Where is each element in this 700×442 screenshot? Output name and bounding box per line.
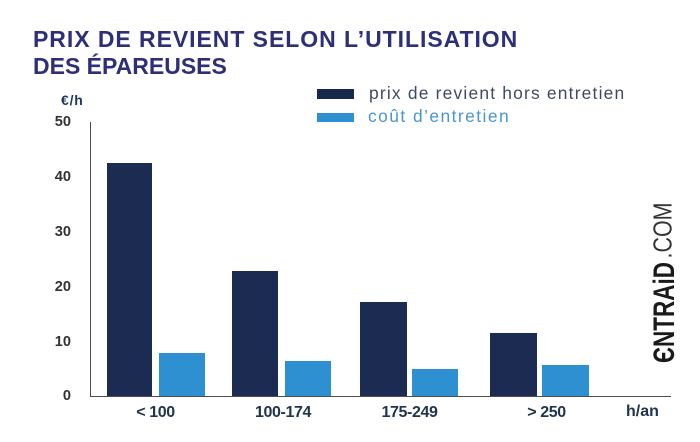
svg-text:.COM: .COM (648, 203, 678, 259)
svg-text:ЄNTRAiD: ЄNTRAiD (648, 262, 681, 363)
